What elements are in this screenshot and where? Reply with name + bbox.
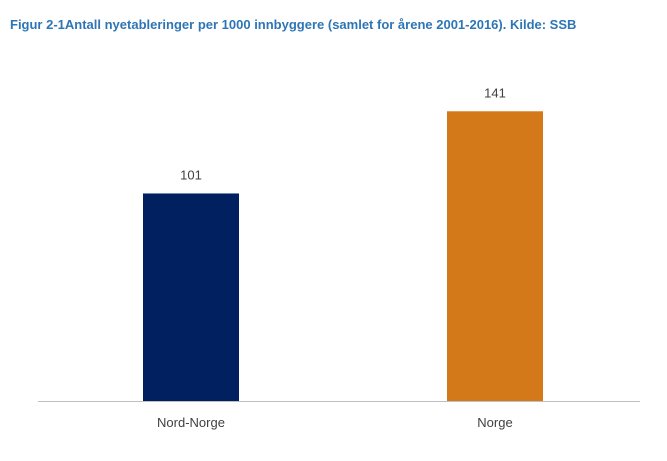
chart-title: Figur 2-1Antall nyetableringer per 1000 … bbox=[10, 17, 577, 32]
bar-norge bbox=[447, 111, 543, 401]
category-label-nord-norge: Nord-Norge bbox=[157, 415, 225, 430]
category-label-norge: Norge bbox=[477, 415, 512, 430]
data-label-norge: 141 bbox=[484, 85, 506, 100]
data-label-nord-norge: 101 bbox=[180, 167, 202, 182]
bar-nord-norge bbox=[143, 193, 239, 401]
